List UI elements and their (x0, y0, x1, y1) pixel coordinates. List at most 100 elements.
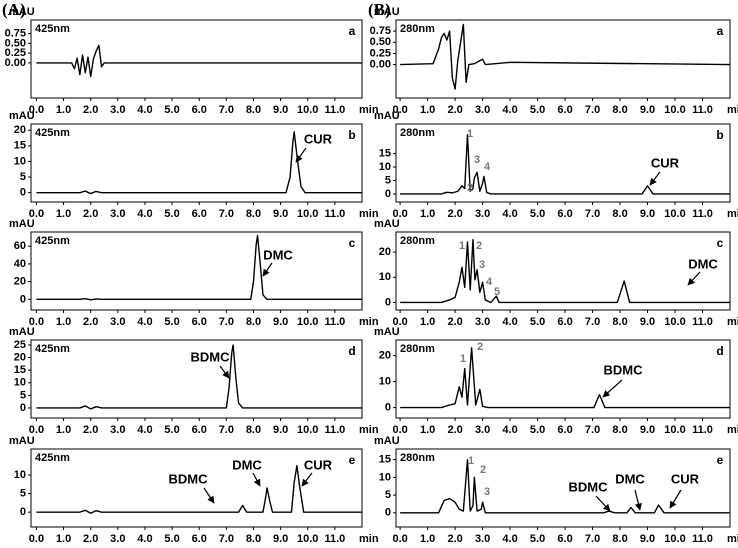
panel-label: d (716, 344, 723, 358)
panel-label: a (349, 24, 356, 38)
y-axis-unit: mAU (9, 110, 35, 122)
x-tick-label: 2.0 (83, 208, 98, 220)
y-axis-unit: mAU (374, 6, 400, 18)
x-tick-label: 3.0 (475, 533, 490, 545)
x-tick-label: 2.0 (447, 316, 462, 328)
x-tick-label: 5.0 (530, 533, 545, 545)
trace (400, 134, 730, 195)
peak-annotation: BDMC (604, 362, 644, 377)
figure-label: (B) (368, 0, 391, 19)
x-tick-label: 1.0 (420, 533, 435, 545)
wavelength-label: 425nm (35, 235, 70, 247)
wavelength-label: 425nm (35, 127, 70, 139)
x-tick-label: 0.0 (392, 104, 407, 116)
peak-annotation: BDMC (569, 479, 609, 494)
y-tick-label: 0.75 (5, 28, 26, 40)
x-tick-label: 5.0 (164, 424, 179, 436)
peak-number: 1 (468, 455, 474, 467)
annotation-arrow (252, 472, 261, 487)
annotation-arrow (595, 495, 611, 512)
peak-number: 3 (484, 486, 490, 498)
x-tick-label: 9.0 (640, 208, 655, 220)
x-axis-unit: min (359, 424, 379, 436)
y-tick-label: 5 (385, 489, 391, 501)
annotation-arrow (669, 489, 682, 509)
x-axis-unit: min (727, 316, 738, 328)
y-tick-label: 10 (379, 471, 391, 483)
y-tick-label: 20 (379, 350, 391, 362)
x-tick-label: 7.0 (219, 104, 234, 116)
annotation-arrow (602, 379, 623, 398)
x-tick-label: 10.0 (664, 208, 685, 220)
x-tick-label: 2.0 (83, 316, 98, 328)
x-tick-label: 8.0 (246, 208, 261, 220)
plot-frame (30, 231, 363, 311)
x-tick-label: 0.0 (29, 424, 44, 436)
x-tick-label: 0.0 (392, 424, 407, 436)
x-tick-label: 4.0 (137, 533, 152, 545)
x-tick-label: 8.0 (246, 316, 261, 328)
x-tick-label: 9.0 (273, 424, 288, 436)
peak-annotation: CUR (651, 155, 680, 170)
peak-number: 2 (467, 182, 473, 194)
x-tick-label: 6.0 (192, 104, 207, 116)
x-axis-unit: min (359, 104, 379, 116)
x-tick-label: 8.0 (246, 533, 261, 545)
peak-annotation: CUR (304, 457, 333, 472)
peak-number: 4 (486, 276, 493, 288)
panel-label: b (716, 128, 723, 142)
panel-label: c (349, 236, 356, 250)
x-tick-label: 4.0 (502, 316, 517, 328)
x-tick-label: 3.0 (475, 316, 490, 328)
x-tick-label: 3.0 (110, 104, 125, 116)
x-tick-label: 0.0 (392, 208, 407, 220)
x-tick-label: 7.0 (219, 533, 234, 545)
x-tick-label: 7.0 (585, 316, 600, 328)
x-tick-label: 5.0 (530, 316, 545, 328)
x-tick-label: 1.0 (420, 208, 435, 220)
annotation-arrow (687, 271, 701, 286)
x-tick-label: 4.0 (502, 533, 517, 545)
wavelength-label: 425nm (35, 343, 70, 355)
y-tick-label: 15 (379, 147, 391, 159)
x-axis-unit: min (727, 104, 738, 116)
plot-frame (30, 339, 363, 419)
y-axis-unit: mAU (9, 326, 35, 338)
peak-number: 2 (476, 240, 482, 252)
x-tick-label: 1.0 (56, 424, 71, 436)
plot-frame (395, 448, 731, 528)
x-tick-label: 11.0 (324, 208, 345, 220)
trace (36, 44, 362, 78)
x-axis-unit: min (727, 208, 738, 220)
panel-label: b (348, 128, 355, 142)
peak-number: 1 (459, 240, 465, 252)
trace (400, 458, 730, 514)
x-tick-label: 3.0 (475, 104, 490, 116)
x-tick-label: 6.0 (557, 533, 572, 545)
x-tick-label: 6.0 (192, 208, 207, 220)
annotation-arrow (649, 171, 661, 186)
x-tick-label: 3.0 (110, 533, 125, 545)
x-axis-unit: min (359, 316, 379, 328)
peak-number: 2 (480, 464, 486, 476)
peak-annotation: DMC (615, 471, 645, 486)
y-axis-unit: mAU (374, 218, 400, 230)
x-tick-label: 7.0 (585, 424, 600, 436)
y-tick-label: 15 (379, 454, 391, 466)
x-tick-label: 0.0 (29, 104, 44, 116)
x-tick-label: 9.0 (273, 316, 288, 328)
trace (36, 131, 362, 195)
y-tick-label: 60 (14, 240, 26, 252)
x-tick-label: 11.0 (692, 424, 713, 436)
peak-number: 1 (460, 353, 466, 365)
x-tick-label: 0.0 (392, 316, 407, 328)
x-tick-label: 10.0 (297, 533, 318, 545)
annotation-arrow (301, 472, 313, 487)
x-tick-label: 1.0 (420, 104, 435, 116)
annotation-arrow (203, 487, 215, 504)
x-tick-label: 6.0 (557, 104, 572, 116)
x-tick-label: 10.0 (664, 533, 685, 545)
figure-label: (A) (2, 0, 26, 19)
annotation-arrow (634, 489, 642, 511)
